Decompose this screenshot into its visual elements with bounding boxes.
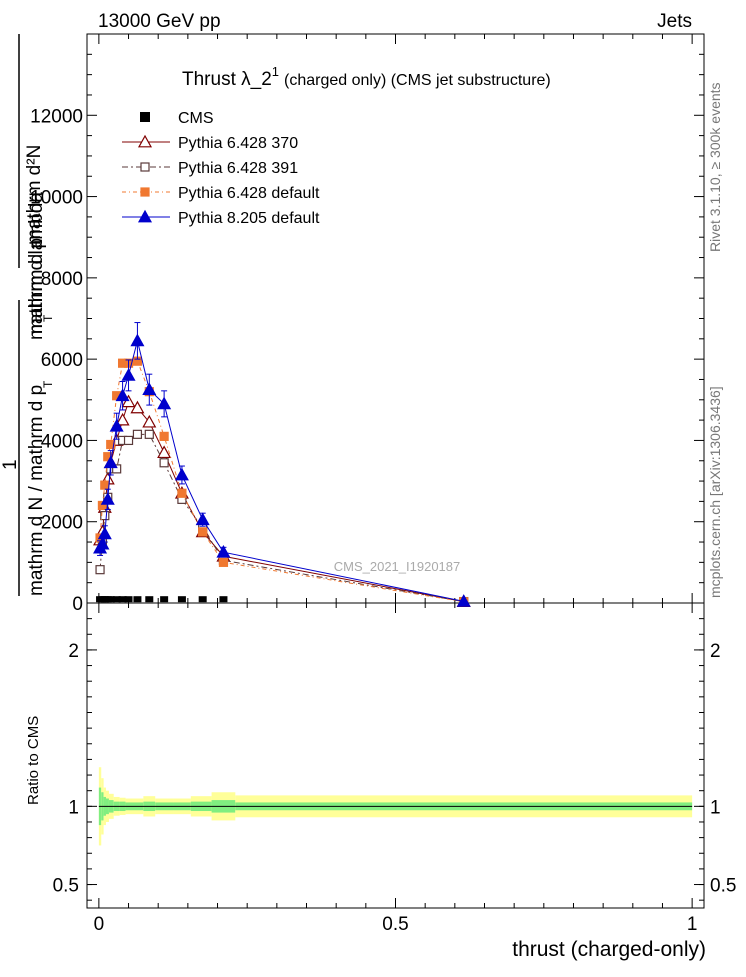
series-line: [99, 433, 464, 603]
series-point: [177, 488, 187, 498]
series-point: [159, 431, 169, 441]
x-tick-label: 1: [687, 914, 698, 935]
series-point: [103, 455, 118, 469]
ylabel-bottom: mathrm d N / mathrm d p: [26, 385, 47, 596]
legend-marker: [140, 162, 150, 172]
series-point: [97, 500, 108, 511]
series-point: [100, 492, 115, 505]
series-point: [456, 594, 471, 607]
legend-marker: [137, 134, 153, 148]
y-tick-label: 0: [72, 594, 83, 615]
mcplots-label: mcplots.cern.ch [arXiv:1306.3436]: [707, 386, 723, 598]
chart-title: Thrust λ_21 (charged only) (CMS jet subst…: [182, 64, 551, 90]
ylabel-bottom-sub: T: [41, 380, 55, 388]
series-point: [157, 445, 172, 459]
y-tick-label: 12000: [30, 106, 83, 127]
cms-point: [177, 596, 186, 603]
series-point: [109, 418, 124, 432]
legend-label: Pythia 6.428 370: [178, 135, 298, 152]
cms-point: [124, 596, 133, 603]
ratio-plot-frame: [86, 602, 705, 909]
legend-label: CMS: [178, 110, 214, 127]
cms-point: [112, 596, 121, 603]
series-point: [130, 333, 145, 347]
series-point: [100, 480, 110, 490]
ylabel-top-den1: mathrm d p: [26, 238, 47, 334]
series-point: [159, 458, 169, 468]
y-tick-label: 6000: [41, 350, 83, 371]
series-point: [198, 527, 208, 537]
data-series: [93, 322, 471, 607]
header-left: 13000 GeV pp: [98, 11, 221, 32]
cms-point: [219, 596, 228, 603]
series-point: [218, 557, 229, 567]
x-tick-label: 0: [94, 914, 105, 935]
series-point: [115, 412, 130, 426]
series-point: [195, 512, 210, 526]
header-right: Jets: [657, 11, 692, 32]
series-point: [157, 396, 172, 410]
series-point: [216, 544, 231, 558]
legend: CMS Pythia 6.428 370 Pythia 6.428 391 Pythi…: [122, 110, 320, 227]
cms-point: [160, 596, 169, 603]
ratio-label: Ratio to CMS: [25, 716, 42, 805]
cms-point: [145, 596, 154, 603]
cms-point: [198, 596, 207, 603]
cms-point: [106, 596, 115, 603]
title-sub: (charged only) (CMS jet substructure): [284, 72, 551, 89]
series-line: [99, 360, 464, 603]
series-point: [142, 382, 157, 396]
series-point: [123, 435, 134, 446]
legend-marker: [137, 209, 153, 223]
ylabel-top-num: mathrm d²N: [24, 145, 45, 245]
y-tick-label: 10000: [30, 188, 83, 209]
series-point: [121, 394, 136, 408]
y-axis-label: mathrm d²N mathrm d p T mathrm d lambda …: [0, 34, 55, 596]
series-point: [115, 388, 130, 402]
ratio-tick-label-right: 0.5: [710, 876, 736, 897]
x-axis-label: thrust (charged-only): [512, 938, 706, 961]
series-point: [106, 439, 116, 450]
series-point: [144, 429, 154, 439]
ylabel-top-den-sub: T: [41, 314, 55, 322]
legend-marker: [140, 187, 150, 197]
rivet-label: Rivet 3.1.10, ≥ 300k events: [707, 82, 723, 252]
series-point: [121, 368, 136, 381]
ratio-tick-label: 0.5: [53, 876, 79, 897]
cms-point: [118, 596, 127, 603]
ratio-tick-label: 1: [68, 797, 79, 818]
series-point: [100, 511, 110, 521]
y-tick-label: 4000: [41, 431, 83, 452]
series-point: [132, 429, 143, 439]
title-main: Thrust λ_2: [182, 69, 272, 90]
watermark: CMS_2021_I1920187: [334, 559, 461, 574]
legend-label: Pythia 6.428 default: [178, 185, 320, 202]
ratio-tick-label: 2: [68, 641, 79, 662]
title-sup: 1: [272, 64, 279, 79]
legend-label: Pythia 6.428 391: [178, 160, 298, 177]
series-point: [97, 526, 112, 540]
y-tick-label: 8000: [41, 269, 83, 290]
legend-marker-cms: [140, 112, 150, 122]
series-point: [130, 400, 145, 414]
axis-ticks: 0 2000 4000 6000 8000 10000 12000 0 0.5 1 0.5 0.5 1 1…: [30, 34, 736, 935]
series-point: [174, 467, 189, 481]
series-point: [95, 565, 105, 575]
ratio-tick-label-right: 1: [710, 797, 721, 818]
cms-point: [133, 596, 142, 603]
x-tick-label: 0.5: [382, 914, 408, 935]
ylabel-top-den2: mathrm d lambda: [26, 192, 47, 340]
ratio-tick-label-right: 2: [710, 641, 721, 662]
series-point: [112, 464, 122, 474]
series-point: [95, 536, 110, 550]
legend-label: Pythia 8.205 default: [178, 210, 320, 227]
ylabel-one: 1: [0, 459, 21, 470]
y-tick-label: 2000: [41, 513, 83, 534]
ratio-bands: [98, 767, 693, 846]
series-point: [142, 414, 157, 428]
